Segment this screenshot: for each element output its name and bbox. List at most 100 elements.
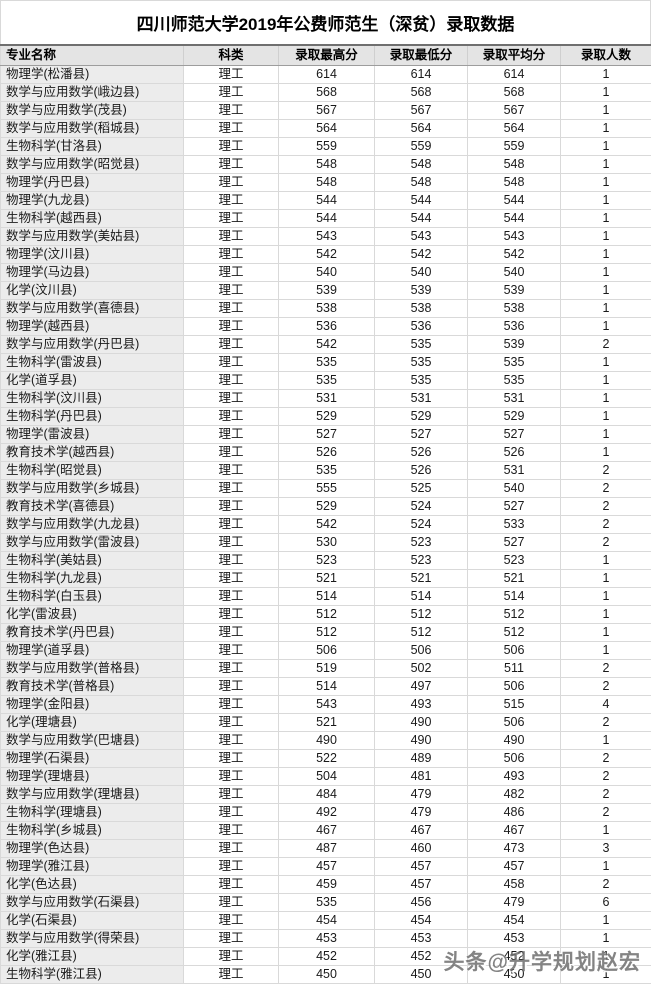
admit-count-cell: 2 xyxy=(560,515,651,534)
major-name-cell: 化学(色达县) xyxy=(0,875,184,894)
table-row: 生物科学(昭觉县) 理工 535 526 531 2 xyxy=(0,461,651,480)
table-row: 数学与应用数学(峨边县) 理工 568 568 568 1 xyxy=(0,83,651,102)
admit-count-cell: 1 xyxy=(560,623,651,642)
avg-score-cell: 450 xyxy=(467,965,561,984)
max-score-cell: 492 xyxy=(278,803,375,822)
subject-category-cell: 理工 xyxy=(183,551,279,570)
min-score-cell: 512 xyxy=(374,623,468,642)
admit-count-cell: 2 xyxy=(560,461,651,480)
major-name-cell: 教育技术学(普格县) xyxy=(0,677,184,696)
major-name-cell: 生物科学(昭觉县) xyxy=(0,461,184,480)
max-score-cell: 457 xyxy=(278,857,375,876)
table-row: 生物科学(丹巴县) 理工 529 529 529 1 xyxy=(0,407,651,426)
max-score-cell: 526 xyxy=(278,443,375,462)
subject-category-cell: 理工 xyxy=(183,425,279,444)
table-row: 物理学(越西县) 理工 536 536 536 1 xyxy=(0,317,651,336)
min-score-cell: 524 xyxy=(374,515,468,534)
avg-score-cell: 506 xyxy=(467,677,561,696)
table-row: 数学与应用数学(石渠县) 理工 535 456 479 6 xyxy=(0,893,651,912)
subject-category-cell: 理工 xyxy=(183,263,279,282)
min-score-cell: 527 xyxy=(374,425,468,444)
major-name-cell: 数学与应用数学(石渠县) xyxy=(0,893,184,912)
admit-count-cell: 1 xyxy=(560,587,651,606)
avg-score-cell: 486 xyxy=(467,803,561,822)
min-score-cell: 544 xyxy=(374,209,468,228)
avg-score-cell: 452 xyxy=(467,947,561,966)
avg-score-cell: 454 xyxy=(467,911,561,930)
major-name-cell: 数学与应用数学(昭觉县) xyxy=(0,155,184,174)
min-score-cell: 502 xyxy=(374,659,468,678)
avg-score-cell: 506 xyxy=(467,713,561,732)
min-score-cell: 568 xyxy=(374,83,468,102)
major-name-cell: 化学(石渠县) xyxy=(0,911,184,930)
subject-category-cell: 理工 xyxy=(183,389,279,408)
max-score-cell: 521 xyxy=(278,713,375,732)
subject-category-cell: 理工 xyxy=(183,821,279,840)
major-name-cell: 化学(理塘县) xyxy=(0,713,184,732)
subject-category-cell: 理工 xyxy=(183,767,279,786)
subject-category-cell: 理工 xyxy=(183,155,279,174)
min-score-cell: 452 xyxy=(374,947,468,966)
subject-category-cell: 理工 xyxy=(183,173,279,192)
avg-score-cell: 493 xyxy=(467,767,561,786)
avg-score-cell: 540 xyxy=(467,263,561,282)
min-score-cell: 479 xyxy=(374,785,468,804)
subject-category-cell: 理工 xyxy=(183,461,279,480)
major-name-cell: 生物科学(雷波县) xyxy=(0,353,184,372)
table-row: 数学与应用数学(理塘县) 理工 484 479 482 2 xyxy=(0,785,651,804)
table-row: 化学(石渠县) 理工 454 454 454 1 xyxy=(0,911,651,930)
admit-count-cell: 2 xyxy=(560,785,651,804)
table-row: 物理学(丹巴县) 理工 548 548 548 1 xyxy=(0,173,651,192)
major-name-cell: 教育技术学(喜德县) xyxy=(0,497,184,516)
table-row: 生物科学(白玉县) 理工 514 514 514 1 xyxy=(0,587,651,606)
max-score-cell: 514 xyxy=(278,677,375,696)
admit-count-cell: 2 xyxy=(560,803,651,822)
table-row: 物理学(雷波县) 理工 527 527 527 1 xyxy=(0,425,651,444)
major-name-cell: 物理学(理塘县) xyxy=(0,767,184,786)
table-row: 物理学(道孚县) 理工 506 506 506 1 xyxy=(0,641,651,660)
admit-count-cell: 1 xyxy=(560,281,651,300)
table-row: 数学与应用数学(普格县) 理工 519 502 511 2 xyxy=(0,659,651,678)
max-score-cell: 490 xyxy=(278,731,375,750)
avg-score-cell: 539 xyxy=(467,335,561,354)
subject-category-cell: 理工 xyxy=(183,65,279,84)
avg-score-cell: 521 xyxy=(467,569,561,588)
max-score-cell: 504 xyxy=(278,767,375,786)
major-name-cell: 数学与应用数学(丹巴县) xyxy=(0,335,184,354)
subject-category-cell: 理工 xyxy=(183,335,279,354)
subject-category-cell: 理工 xyxy=(183,695,279,714)
admit-count-cell: 1 xyxy=(560,371,651,390)
avg-score-cell: 544 xyxy=(467,191,561,210)
max-score-cell: 542 xyxy=(278,245,375,264)
min-score-cell: 457 xyxy=(374,875,468,894)
major-name-cell: 物理学(石渠县) xyxy=(0,749,184,768)
min-score-cell: 479 xyxy=(374,803,468,822)
subject-category-cell: 理工 xyxy=(183,83,279,102)
subject-category-cell: 理工 xyxy=(183,371,279,390)
max-score-cell: 529 xyxy=(278,497,375,516)
min-score-cell: 489 xyxy=(374,749,468,768)
avg-score-cell: 542 xyxy=(467,245,561,264)
max-score-cell: 459 xyxy=(278,875,375,894)
min-score-cell: 535 xyxy=(374,353,468,372)
admit-count-cell: 1 xyxy=(560,407,651,426)
subject-category-cell: 理工 xyxy=(183,443,279,462)
subject-category-cell: 理工 xyxy=(183,407,279,426)
min-score-cell: 538 xyxy=(374,299,468,318)
min-score-cell: 512 xyxy=(374,605,468,624)
subject-category-cell: 理工 xyxy=(183,227,279,246)
avg-score-cell: 523 xyxy=(467,551,561,570)
table-row: 物理学(九龙县) 理工 544 544 544 1 xyxy=(0,191,651,210)
subject-category-cell: 理工 xyxy=(183,587,279,606)
major-name-cell: 数学与应用数学(峨边县) xyxy=(0,83,184,102)
avg-score-cell: 511 xyxy=(467,659,561,678)
subject-category-cell: 理工 xyxy=(183,677,279,696)
subject-category-cell: 理工 xyxy=(183,497,279,516)
avg-score-cell: 539 xyxy=(467,281,561,300)
avg-score-cell: 529 xyxy=(467,407,561,426)
admit-count-cell: 1 xyxy=(560,173,651,192)
table-row: 数学与应用数学(九龙县) 理工 542 524 533 2 xyxy=(0,515,651,534)
admit-count-cell: 1 xyxy=(560,731,651,750)
max-score-cell: 522 xyxy=(278,749,375,768)
avg-score-cell: 515 xyxy=(467,695,561,714)
